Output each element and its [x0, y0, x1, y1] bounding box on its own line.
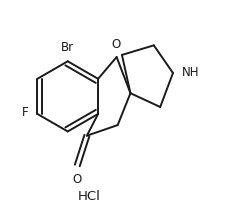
Text: HCl: HCl [78, 190, 101, 203]
Text: F: F [22, 106, 29, 119]
Text: Br: Br [61, 41, 74, 54]
Text: NH: NH [181, 67, 199, 79]
Text: O: O [111, 38, 120, 51]
Text: O: O [73, 173, 82, 186]
